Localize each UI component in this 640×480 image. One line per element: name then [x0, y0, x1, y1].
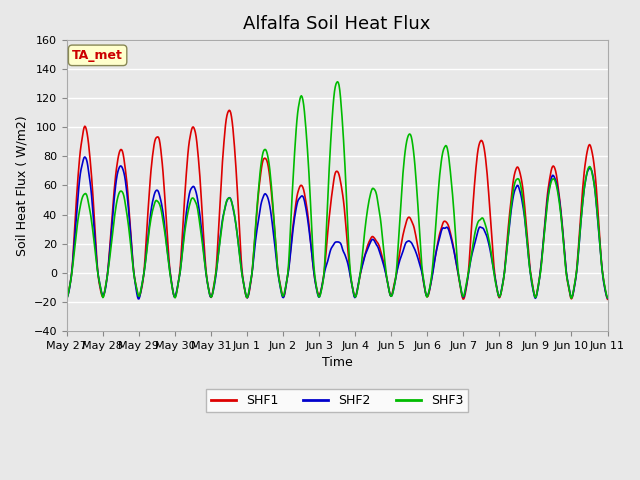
SHF2 — [185, 195, 193, 201]
SHF3 — [333, 79, 341, 84]
SHF3 — [419, 275, 427, 281]
SHF1 — [129, 251, 136, 256]
Title: Alfalfa Soil Heat Flux: Alfalfa Soil Heat Flux — [243, 15, 431, 33]
SHF3 — [404, 135, 412, 141]
SHF1 — [404, 216, 412, 222]
SHF3 — [183, 214, 191, 219]
Line: SHF1: SHF1 — [67, 110, 607, 299]
SHF2 — [129, 262, 137, 267]
SHF1 — [183, 160, 191, 166]
SHF3 — [212, 272, 220, 278]
SHF3 — [604, 295, 611, 300]
Legend: SHF1, SHF2, SHF3: SHF1, SHF2, SHF3 — [206, 389, 468, 412]
SHF1 — [225, 108, 233, 113]
SHF3 — [63, 296, 70, 302]
Y-axis label: Soil Heat Flux ( W/m2): Soil Heat Flux ( W/m2) — [15, 115, 28, 256]
SHF2 — [63, 295, 70, 300]
SHF1 — [419, 277, 427, 283]
SHF1 — [63, 294, 70, 300]
SHF2 — [73, 212, 81, 217]
SHF1 — [604, 296, 611, 302]
Text: TA_met: TA_met — [72, 49, 123, 62]
SHF3 — [73, 228, 81, 234]
SHF1 — [212, 271, 220, 276]
Line: SHF2: SHF2 — [67, 157, 607, 299]
X-axis label: Time: Time — [322, 356, 353, 369]
SHF2 — [604, 295, 611, 301]
SHF2 — [81, 154, 89, 160]
SHF1 — [73, 195, 81, 201]
SHF3 — [129, 257, 136, 263]
Line: SHF3: SHF3 — [67, 82, 607, 299]
SHF2 — [404, 238, 412, 244]
SHF2 — [213, 262, 221, 268]
SHF2 — [420, 281, 428, 287]
SHF2 — [134, 296, 142, 302]
